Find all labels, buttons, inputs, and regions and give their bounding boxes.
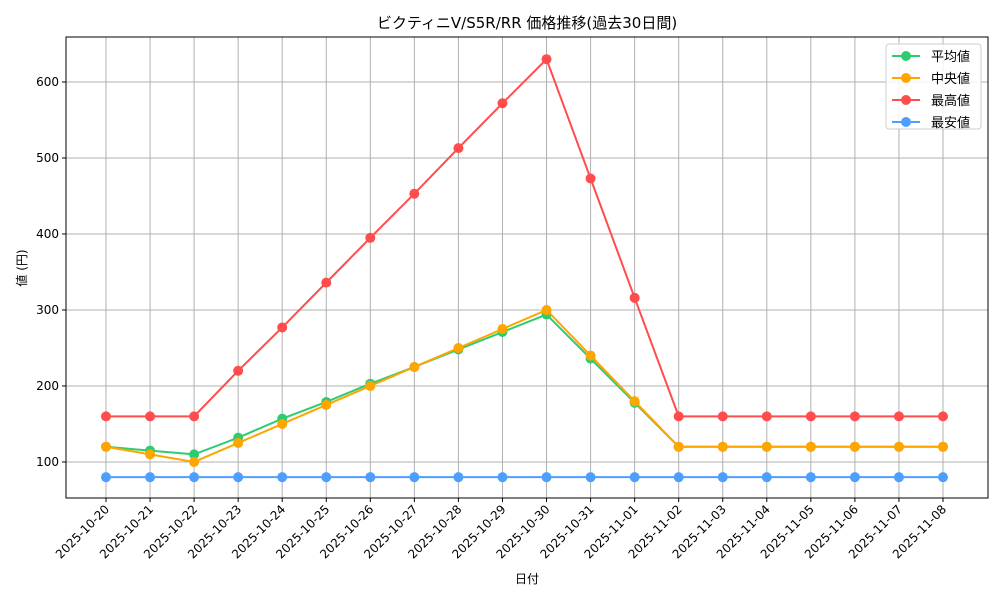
y-tick-label: 100 <box>36 455 59 469</box>
data-point <box>717 472 728 483</box>
data-point <box>453 342 464 353</box>
data-point <box>453 472 464 483</box>
data-point <box>233 472 244 483</box>
data-point <box>893 411 904 422</box>
data-point <box>497 323 508 334</box>
data-point <box>409 472 420 483</box>
data-point <box>849 472 860 483</box>
data-point <box>673 441 684 452</box>
data-point <box>497 98 508 109</box>
data-point <box>849 411 860 422</box>
data-point <box>365 232 376 243</box>
legend-label: 中央値 <box>931 71 970 87</box>
data-point <box>101 472 111 483</box>
data-point <box>805 472 816 483</box>
data-point <box>277 322 288 333</box>
data-point <box>761 411 772 422</box>
data-point <box>497 472 508 483</box>
data-point <box>938 472 948 483</box>
legend-box <box>885 43 982 130</box>
data-point <box>145 449 156 460</box>
data-point <box>673 411 684 422</box>
data-point <box>761 441 772 452</box>
data-point <box>321 472 332 483</box>
data-point <box>673 472 684 483</box>
y-tick-label: 400 <box>36 227 59 241</box>
data-point <box>365 380 376 391</box>
data-point <box>629 396 640 407</box>
data-point <box>893 472 904 483</box>
data-point <box>938 441 948 452</box>
legend-label: 平均値 <box>931 49 970 65</box>
data-point <box>805 411 816 422</box>
data-point <box>189 411 200 422</box>
data-point <box>585 472 596 483</box>
data-point <box>321 399 332 410</box>
data-point <box>233 365 244 376</box>
y-tick-label: 600 <box>36 75 59 89</box>
series-0 <box>101 309 948 460</box>
data-point <box>541 304 552 315</box>
data-point <box>409 188 420 199</box>
data-point <box>321 277 332 288</box>
data-point <box>189 449 200 460</box>
x-axis-label: 日付 <box>515 572 539 586</box>
data-point <box>849 441 860 452</box>
data-point <box>629 472 640 483</box>
data-point <box>189 456 200 467</box>
series-line <box>106 57 943 418</box>
data-point <box>585 350 596 361</box>
data-point <box>761 472 772 483</box>
data-point <box>189 472 200 483</box>
legend-marker <box>901 117 911 127</box>
data-point <box>805 441 816 452</box>
data-point <box>101 411 111 422</box>
data-point <box>585 173 596 184</box>
data-point <box>101 441 111 452</box>
data-point <box>717 411 728 422</box>
y-axis-label: 値 (円) <box>14 249 29 286</box>
data-point <box>365 472 376 483</box>
data-point <box>453 143 464 154</box>
data-point <box>893 441 904 452</box>
data-point <box>717 441 728 452</box>
legend-marker <box>901 51 911 61</box>
series-line <box>105 308 943 464</box>
data-point <box>145 472 156 483</box>
legend-marker <box>901 95 911 105</box>
data-point <box>629 292 640 303</box>
series-line <box>105 313 943 456</box>
y-tick-label: 500 <box>36 151 59 165</box>
legend-label: 最安値 <box>931 115 970 131</box>
plot-frame <box>65 36 989 499</box>
legend-marker <box>901 73 911 83</box>
y-tick-label: 200 <box>36 379 59 393</box>
data-point <box>541 54 552 65</box>
data-point <box>277 472 288 483</box>
data-point <box>541 472 552 483</box>
chart-title: ビクティニV/S5R/RR 価格推移(過去30日間) <box>377 14 677 32</box>
legend-label: 最高値 <box>931 93 970 109</box>
series-3 <box>101 472 948 483</box>
data-point <box>938 411 948 422</box>
series-2 <box>101 54 948 422</box>
data-point <box>145 411 156 422</box>
data-point <box>277 418 288 429</box>
data-point <box>409 361 420 372</box>
series-1 <box>101 304 948 467</box>
data-point <box>233 437 244 448</box>
y-tick-label: 300 <box>36 303 59 317</box>
